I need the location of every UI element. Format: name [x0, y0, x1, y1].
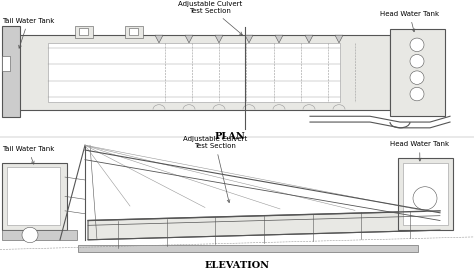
Bar — [2, 26, 20, 117]
Circle shape — [410, 71, 424, 84]
Bar — [79, 28, 88, 35]
Bar — [390, 29, 445, 116]
Bar — [78, 245, 418, 252]
Bar — [2, 230, 77, 240]
Polygon shape — [275, 35, 283, 43]
Bar — [75, 26, 93, 38]
Text: Head Water Tank: Head Water Tank — [380, 11, 439, 32]
Circle shape — [413, 187, 437, 210]
Bar — [125, 26, 143, 38]
Text: Adjustable Culvert
Test Section: Adjustable Culvert Test Section — [178, 1, 242, 35]
Bar — [48, 43, 340, 102]
Bar — [7, 168, 60, 225]
Polygon shape — [88, 211, 440, 240]
Text: PLAN: PLAN — [215, 132, 246, 141]
Text: Head Water Tank: Head Water Tank — [390, 141, 449, 161]
Bar — [2, 56, 10, 71]
Polygon shape — [335, 35, 343, 43]
Bar — [398, 158, 453, 230]
Polygon shape — [185, 35, 193, 43]
Polygon shape — [245, 35, 253, 43]
Circle shape — [410, 38, 424, 52]
Bar — [18, 35, 390, 110]
Bar — [129, 28, 138, 35]
Circle shape — [22, 227, 38, 243]
Text: Tail Water Tank: Tail Water Tank — [2, 146, 55, 164]
Text: ELEVATION: ELEVATION — [204, 261, 270, 270]
Circle shape — [410, 54, 424, 68]
Text: Tail Water Tank: Tail Water Tank — [2, 18, 55, 48]
Bar — [403, 163, 448, 225]
Text: Adjustable Culvert
Test Section: Adjustable Culvert Test Section — [183, 136, 247, 203]
Polygon shape — [215, 35, 223, 43]
Polygon shape — [155, 35, 163, 43]
Bar — [2, 163, 67, 230]
Polygon shape — [305, 35, 313, 43]
Circle shape — [410, 87, 424, 101]
